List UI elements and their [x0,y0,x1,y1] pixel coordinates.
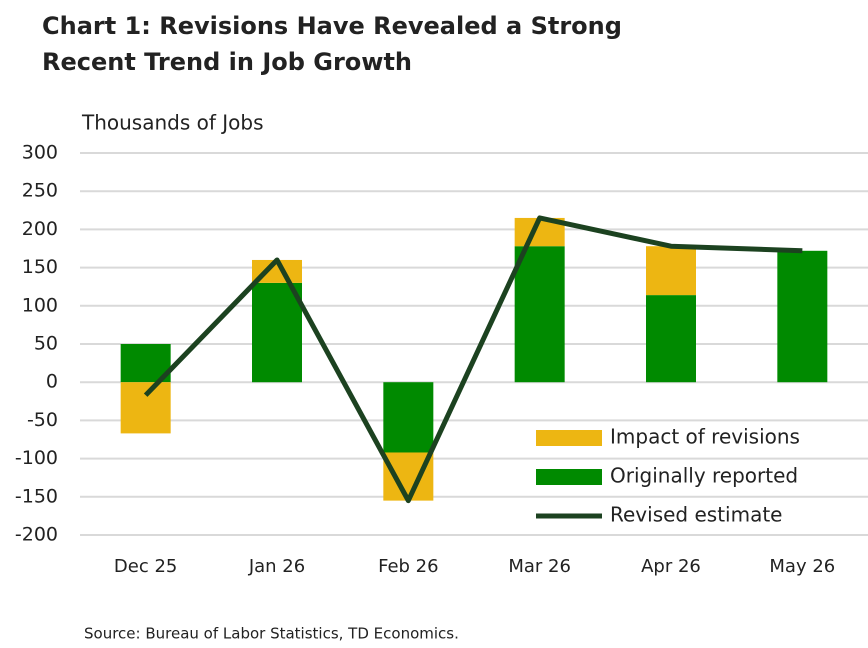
bar [383,382,434,453]
bar [120,382,171,434]
x-tick-label: Feb 26 [378,556,439,577]
bar [777,250,828,383]
chart-title: Chart 1: Revisions Have Revealed a Stron… [42,12,622,40]
y-tick-label: 0 [46,371,58,393]
y-tick-label: 300 [22,142,58,164]
bar [514,246,565,383]
y-tick-label: -150 [15,485,58,507]
y-tick-label: -50 [27,409,58,431]
legend-label: Impact of revisions [610,425,800,449]
bar [646,295,696,383]
y-tick-label: 50 [34,333,58,355]
y-tick-label: 150 [22,256,58,278]
x-tick-label: Mar 26 [508,556,571,577]
bar [646,246,696,296]
chart-title: Recent Trend in Job Growth [42,48,412,76]
x-tick-label: May 26 [769,556,835,577]
y-tick-label: -200 [15,524,58,546]
source-note: Source: Bureau of Labor Statistics, TD E… [84,625,459,643]
y-tick-label: 250 [22,180,58,202]
x-tick-label: Dec 25 [114,556,177,577]
bar [252,259,302,283]
x-tick-label: Jan 26 [248,556,305,577]
y-tick-label: -100 [15,447,58,469]
bar [252,282,302,383]
y-tick-label: 200 [22,218,58,240]
x-tick-label: Apr 26 [641,556,701,577]
line [143,215,803,504]
y-axis-label: Thousands of Jobs [81,111,264,135]
legend-label: Revised estimate [610,503,782,527]
y-tick-label: 100 [22,294,58,316]
legend-swatch [536,430,602,446]
legend-label: Originally reported [610,464,798,488]
legend-swatch [536,469,602,485]
